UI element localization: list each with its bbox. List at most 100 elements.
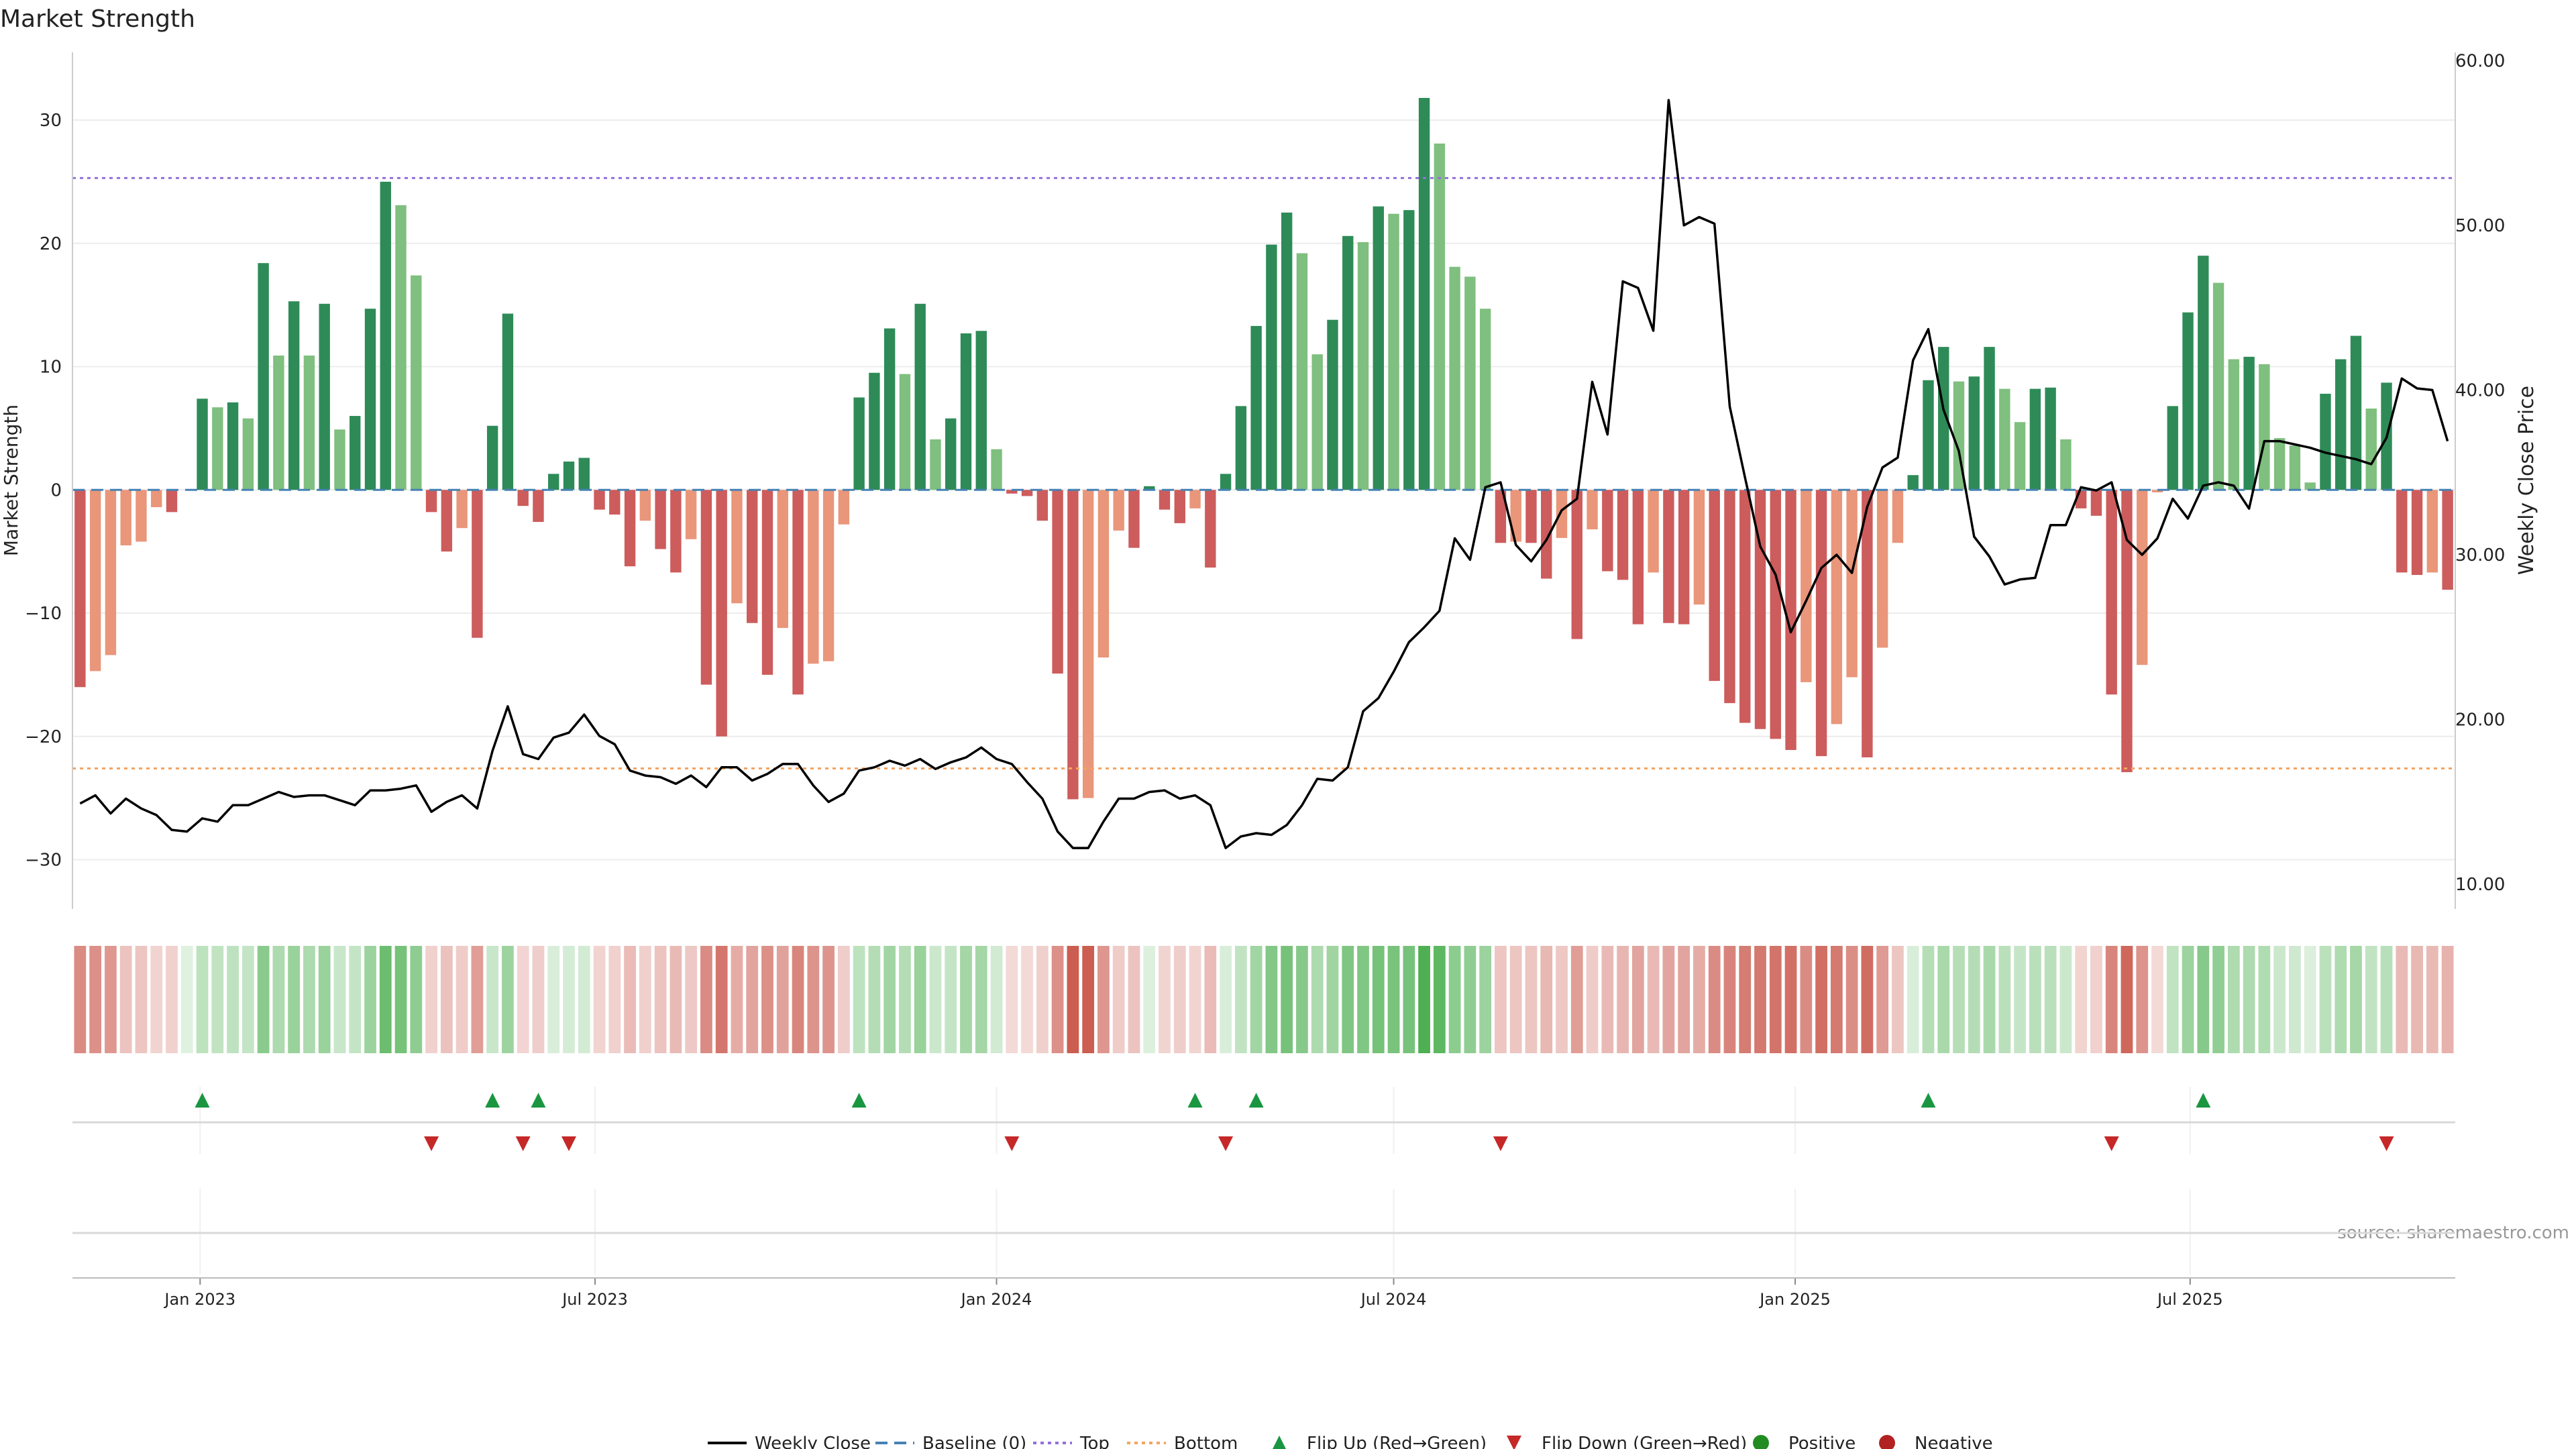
- strength-bar: [1021, 490, 1033, 496]
- strength-bar: [258, 263, 269, 490]
- heat-cell: [517, 946, 529, 1053]
- y-tick-label-right: 40.00: [2455, 380, 2505, 400]
- heat-cell: [1678, 946, 1690, 1053]
- legend-label: Flip Up (Red→Green): [1307, 1434, 1487, 1449]
- heat-cell: [2396, 946, 2408, 1053]
- heat-cell: [1387, 946, 1400, 1053]
- heat-cell: [1204, 946, 1217, 1053]
- strength-bar: [1449, 266, 1460, 490]
- heat-cell: [1876, 946, 1889, 1053]
- strength-bar: [2121, 490, 2133, 773]
- strength-bar: [1999, 388, 2010, 490]
- strength-bar: [2060, 439, 2072, 490]
- chart-title: Market Strength: [0, 5, 195, 33]
- heat-cell: [1739, 946, 1752, 1053]
- heat-cell: [1540, 946, 1553, 1053]
- heat-cell: [899, 946, 911, 1053]
- strength-bar: [2243, 356, 2255, 490]
- strength-bar: [883, 328, 896, 490]
- heat-cell: [1173, 946, 1186, 1053]
- heat-cell: [2136, 946, 2149, 1053]
- strength-bar: [1541, 490, 1552, 579]
- heat-cell: [1082, 946, 1095, 1053]
- flip-signals: [195, 1093, 2394, 1151]
- strength-bar: [700, 490, 712, 685]
- flip-up-marker: [1248, 1093, 1264, 1108]
- strength-bar: [1235, 406, 1247, 490]
- strength-bar: [1678, 490, 1690, 625]
- heat-cell: [1051, 946, 1064, 1053]
- strength-bar: [2212, 282, 2224, 490]
- heat-cell: [2426, 946, 2438, 1053]
- strength-bar: [2029, 388, 2041, 490]
- heat-cell: [2258, 946, 2271, 1053]
- strength-bar: [914, 303, 926, 490]
- strength-bar: [1709, 490, 1720, 682]
- heat-cell: [2121, 946, 2133, 1053]
- heat-cell: [929, 946, 942, 1053]
- heat-cell: [731, 946, 743, 1053]
- heat-cell: [2090, 946, 2102, 1053]
- heat-cell: [2212, 946, 2224, 1053]
- strength-bar: [1388, 213, 1399, 490]
- heat-cell: [853, 946, 865, 1053]
- heat-cell: [945, 946, 957, 1053]
- heat-cell: [1067, 946, 1079, 1053]
- strength-bar: [1632, 490, 1644, 625]
- heat-cell: [1754, 946, 1766, 1053]
- legend-label: Weekly Close: [755, 1434, 871, 1449]
- heat-cell: [1708, 946, 1721, 1053]
- heat-cell: [1128, 946, 1140, 1053]
- heat-cell: [1357, 946, 1369, 1053]
- strength-bar: [960, 333, 972, 490]
- strength-bar: [395, 205, 407, 490]
- heat-cell: [1509, 946, 1522, 1053]
- strength-bar: [1159, 490, 1171, 510]
- strength-bar: [136, 490, 147, 542]
- strength-bar: [2411, 490, 2423, 576]
- heat-cell: [914, 946, 926, 1053]
- heat-cell: [2411, 946, 2423, 1053]
- heat-cell: [868, 946, 881, 1053]
- strength-bar: [1327, 319, 1338, 490]
- heat-cell: [1234, 946, 1247, 1053]
- strength-bar: [563, 462, 575, 490]
- strength-bar: [1052, 490, 1063, 674]
- strength-bar: [425, 490, 437, 513]
- strength-bar: [105, 490, 117, 655]
- heat-cell: [2029, 946, 2041, 1053]
- weekly-close-line: [79, 99, 2449, 849]
- legend-symbol: [1753, 1435, 1769, 1449]
- flip-up-marker: [531, 1093, 546, 1108]
- strength-bar: [2273, 438, 2286, 490]
- strength-bar: [1663, 490, 1674, 623]
- strength-bar: [411, 275, 422, 490]
- strength-bar: [2335, 359, 2347, 490]
- y-tick-label-right: 60.00: [2455, 51, 2505, 71]
- legend-label: Baseline (0): [922, 1434, 1026, 1449]
- flip-down-marker: [515, 1136, 531, 1151]
- strength-bar: [1892, 490, 1904, 543]
- heat-cell: [455, 946, 468, 1053]
- strength-bar: [1815, 490, 1827, 757]
- strength-bar: [822, 490, 835, 661]
- heat-cell: [1220, 946, 1232, 1053]
- flip-up-marker: [1921, 1093, 1936, 1108]
- strength-bar: [1479, 309, 1491, 490]
- strength-bar: [578, 458, 590, 490]
- y-tick-label-left: −30: [25, 851, 62, 871]
- heat-cell: [1998, 946, 2011, 1053]
- reference-lines: [72, 176, 2455, 770]
- heat-cell: [1937, 946, 1950, 1053]
- strength-bar: [2289, 445, 2301, 490]
- heat-cell: [685, 946, 698, 1053]
- heat-cell: [1464, 946, 1477, 1053]
- heat-cell: [669, 946, 682, 1053]
- legend-label: Flip Down (Green→Red): [1542, 1434, 1747, 1449]
- heat-cell: [288, 946, 301, 1053]
- strength-bar: [639, 490, 651, 521]
- strength-bar: [517, 490, 529, 506]
- y-tick-label-right: 50.00: [2455, 216, 2505, 236]
- strength-bar: [1739, 490, 1751, 723]
